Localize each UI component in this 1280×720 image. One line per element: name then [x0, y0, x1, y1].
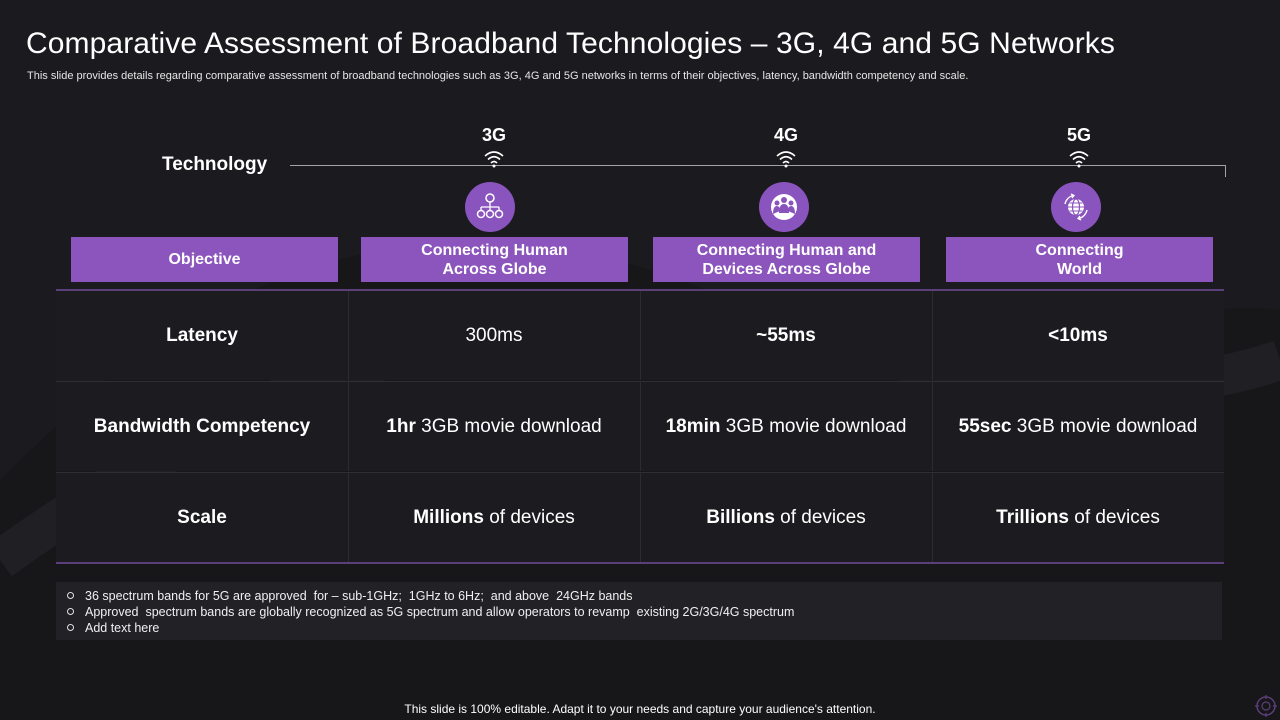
generation-3g: 3G	[424, 125, 564, 168]
timeline-line	[290, 165, 1226, 166]
table-bottom-divider	[56, 562, 1224, 564]
notes-list: 36 spectrum bands for 5G are approved fo…	[56, 582, 1222, 636]
table-cell: 1hr 3GB movie download	[348, 382, 640, 471]
table-cell: <10ms	[932, 291, 1224, 380]
table-cell: Millions of devices	[348, 473, 640, 562]
generation-4g: 4G	[716, 125, 856, 168]
network-people-icon	[465, 182, 515, 232]
generation-5g: 5G	[1009, 125, 1149, 168]
objective-label-box: Objective	[71, 237, 338, 282]
objective-3g-line2: Across Globe	[442, 260, 547, 278]
objective-5g-line2: World	[1056, 260, 1103, 278]
table-top-divider	[56, 289, 1224, 291]
table-cell: ~55ms	[640, 291, 932, 380]
table-row-latency: Latency 300ms ~55ms <10ms	[56, 291, 1224, 380]
group-globe-icon	[759, 182, 809, 232]
wifi-icon	[776, 151, 796, 168]
notes-box: 36 spectrum bands for 5G are approved fo…	[56, 582, 1222, 640]
list-item: Add text here	[67, 620, 1222, 636]
list-item: 36 spectrum bands for 5G are approved fo…	[67, 588, 1222, 604]
objective-3g-box: Connecting Human Across Globe	[361, 237, 628, 282]
table-cell: 300ms	[348, 291, 640, 380]
row-label-bandwidth: Bandwidth Competency	[56, 382, 348, 471]
table-cell: Billions of devices	[640, 473, 932, 562]
objective-3g-line1: Connecting Human	[421, 241, 568, 259]
row-label-latency: Latency	[56, 291, 348, 380]
page-title: Comparative Assessment of Broadband Tech…	[26, 27, 1115, 60]
wifi-icon	[484, 151, 504, 168]
corner-logo-icon	[1255, 695, 1277, 717]
generation-label: 4G	[773, 125, 798, 145]
timeline-end-tick	[1225, 165, 1226, 177]
objective-5g-box: Connecting World	[946, 237, 1213, 282]
row-label-scale: Scale	[56, 473, 348, 562]
table-cell: Trillions of devices	[932, 473, 1224, 562]
row-divider	[56, 381, 1224, 382]
objective-4g-line1: Connecting Human and	[696, 241, 877, 259]
list-item: Approved spectrum bands are globally rec…	[67, 604, 1222, 620]
table-cell: 18min 3GB movie download	[640, 382, 932, 471]
wifi-icon	[1069, 151, 1089, 168]
comparison-table: Latency 300ms ~55ms <10ms Bandwidth Comp…	[56, 291, 1224, 562]
rotating-globe-icon	[1051, 182, 1101, 232]
objective-4g-line2: Devices Across Globe	[702, 260, 871, 278]
objective-4g-box: Connecting Human and Devices Across Glob…	[653, 237, 920, 282]
generation-label: 5G	[1066, 125, 1091, 145]
page-subtitle: This slide provides details regarding co…	[27, 70, 969, 82]
row-divider	[56, 472, 1224, 473]
generation-label: 3G	[481, 125, 506, 145]
footer-text: This slide is 100% editable. Adapt it to…	[404, 702, 876, 716]
technology-label: Technology	[162, 154, 268, 175]
objective-label: Objective	[168, 251, 241, 268]
table-row-scale: Scale Millions of devices Billions of de…	[56, 473, 1224, 562]
objective-5g-line1: Connecting	[1035, 241, 1124, 259]
table-cell: 55sec 3GB movie download	[932, 382, 1224, 471]
table-row-bandwidth: Bandwidth Competency 1hr 3GB movie downl…	[56, 382, 1224, 471]
